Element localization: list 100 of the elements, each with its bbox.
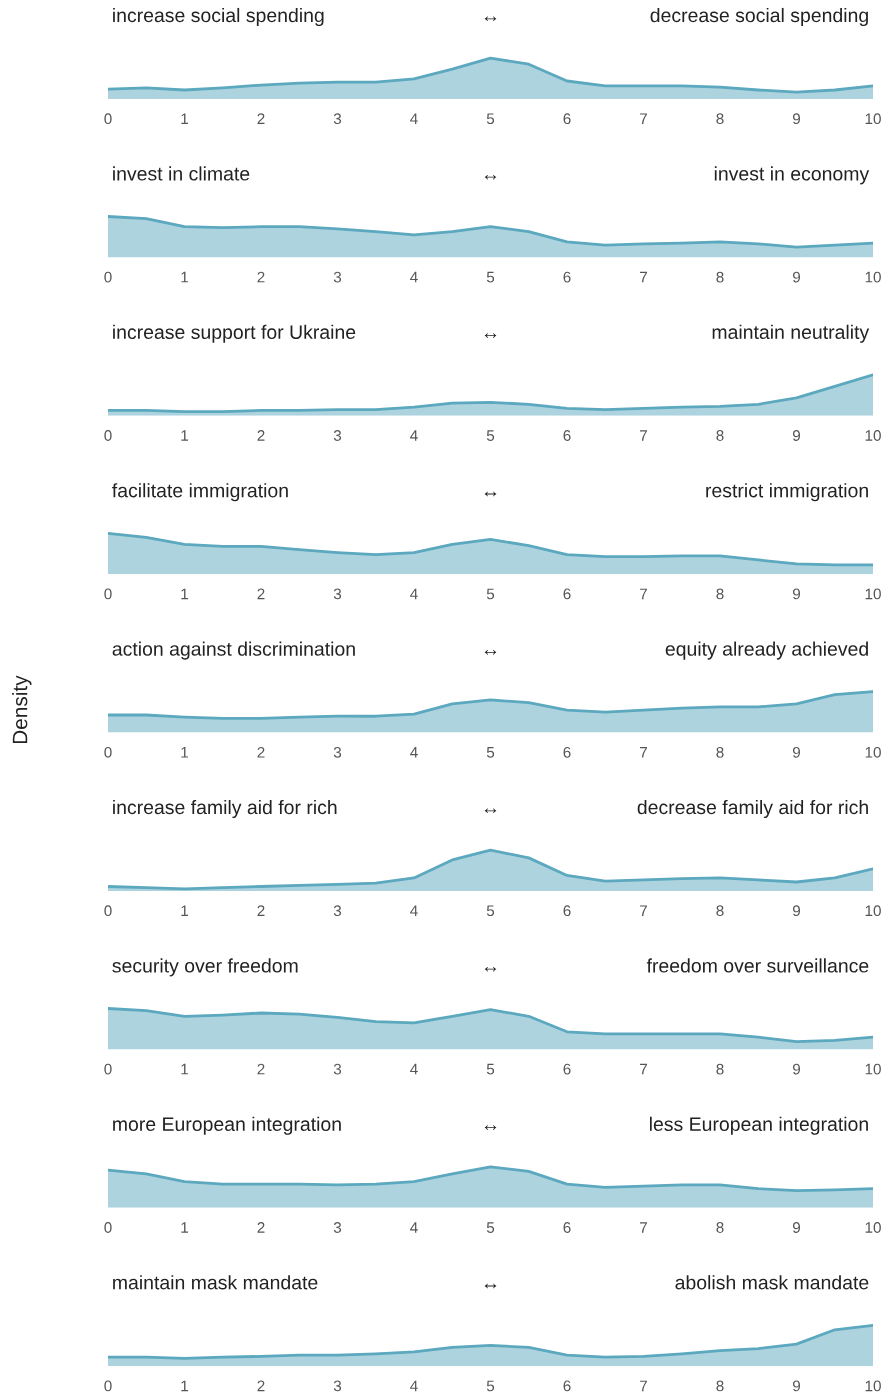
x-tick-label: 5 bbox=[486, 1380, 495, 1392]
y-axis-title: Density bbox=[12, 675, 32, 744]
x-tick-label: 3 bbox=[333, 1222, 342, 1233]
x-tick-label: 5 bbox=[486, 271, 495, 283]
x-tick-label: 9 bbox=[792, 1063, 801, 1075]
x-tick-label: 10 bbox=[865, 1063, 881, 1075]
x-tick-label: 7 bbox=[640, 113, 647, 124]
x-tick-label: 5 bbox=[486, 430, 495, 441]
text: freedom over surveillance bbox=[646, 958, 869, 973]
x-tick-label: 1 bbox=[181, 1222, 188, 1233]
x-tick-label: 1 bbox=[181, 430, 188, 441]
text: increase social spending bbox=[113, 7, 324, 27]
x-tick-label: 0 bbox=[104, 113, 112, 125]
text: invest in climate bbox=[113, 166, 250, 181]
x-tick-label: 8 bbox=[716, 1222, 724, 1233]
x-tick-label: 6 bbox=[563, 1063, 571, 1075]
text: ↔ bbox=[484, 491, 497, 497]
x-tick-label: 10 bbox=[865, 430, 881, 441]
x-tick-label: 10 bbox=[865, 746, 881, 758]
x-tick-label: 9 bbox=[792, 113, 801, 125]
text: equity already achieved bbox=[665, 641, 868, 660]
x-tick-label: 2 bbox=[257, 1222, 265, 1233]
x-tick-label: 1 bbox=[181, 1380, 188, 1392]
text: ↔ bbox=[484, 174, 497, 180]
text: ↔ bbox=[484, 650, 497, 655]
x-tick-label: 1 bbox=[181, 113, 188, 124]
text: maintain mask mandate bbox=[113, 1275, 318, 1290]
x-tick-label: 5 bbox=[486, 113, 495, 125]
x-tick-label: 2 bbox=[257, 905, 265, 916]
x-tick-label: 8 bbox=[716, 1063, 724, 1075]
text: ↔ bbox=[484, 333, 497, 338]
x-tick-label: 4 bbox=[410, 113, 418, 124]
x-tick-label: 8 bbox=[716, 430, 724, 441]
x-tick-label: 5 bbox=[486, 747, 495, 758]
text: facilitate immigration bbox=[112, 483, 288, 502]
x-tick-label: 0 bbox=[104, 430, 112, 441]
x-tick-label: 6 bbox=[563, 1380, 571, 1392]
x-tick-label: 3 bbox=[333, 588, 342, 600]
text: ↔ bbox=[484, 1125, 497, 1130]
x-tick-label: 0 bbox=[104, 1380, 112, 1392]
x-tick-label: 8 bbox=[716, 1380, 724, 1392]
x-tick-label: 8 bbox=[716, 905, 724, 917]
x-tick-label: 2 bbox=[257, 113, 265, 124]
x-tick-label: 6 bbox=[563, 1222, 571, 1233]
x-tick-label: 7 bbox=[640, 430, 647, 441]
x-tick-label: 6 bbox=[563, 905, 571, 917]
x-tick-label: 7 bbox=[640, 271, 647, 283]
x-tick-label: 10 bbox=[865, 113, 881, 125]
x-tick-label: 9 bbox=[792, 271, 801, 283]
x-tick-label: 10 bbox=[865, 271, 881, 283]
text: abolish mask mandate bbox=[675, 1275, 869, 1290]
x-tick-label: 7 bbox=[640, 905, 647, 916]
x-tick-label: 7 bbox=[640, 747, 647, 758]
x-tick-label: 8 bbox=[716, 271, 724, 283]
x-tick-label: 0 bbox=[104, 1063, 112, 1075]
x-tick-label: 9 bbox=[792, 430, 801, 441]
text: increase family aid for rich bbox=[113, 799, 337, 819]
text: more European integration bbox=[113, 1116, 341, 1135]
x-tick-label: 5 bbox=[486, 1063, 495, 1075]
text: security over freedom bbox=[112, 958, 298, 977]
x-tick-label: 0 bbox=[104, 588, 112, 600]
x-tick-label: 9 bbox=[792, 746, 801, 758]
x-tick-label: 4 bbox=[410, 1222, 418, 1233]
x-tick-label: 7 bbox=[640, 588, 647, 600]
text: ↔ bbox=[484, 16, 497, 22]
x-tick-label: 4 bbox=[410, 747, 418, 758]
x-tick-label: 2 bbox=[257, 746, 265, 758]
x-tick-label: 9 bbox=[792, 1222, 801, 1233]
x-tick-label: 6 bbox=[563, 746, 571, 758]
x-tick-label: 4 bbox=[410, 1380, 418, 1392]
x-tick-label: 3 bbox=[333, 430, 342, 441]
text: maintain neutrality bbox=[712, 324, 870, 343]
x-tick-label: 5 bbox=[486, 905, 495, 917]
x-tick-label: 5 bbox=[486, 588, 495, 600]
text: increase support for Ukraine bbox=[113, 324, 356, 343]
x-tick-label: 8 bbox=[716, 588, 724, 600]
x-tick-label: 10 bbox=[865, 1380, 881, 1392]
x-tick-label: 2 bbox=[257, 430, 265, 441]
x-tick-label: 6 bbox=[563, 271, 571, 283]
x-tick-label: 3 bbox=[333, 746, 342, 758]
text: decrease social spending bbox=[650, 7, 868, 27]
x-tick-label: 2 bbox=[257, 1063, 265, 1075]
x-tick-label: 7 bbox=[640, 1063, 647, 1075]
x-tick-label: 4 bbox=[410, 1063, 418, 1075]
x-tick-label: 10 bbox=[865, 588, 881, 600]
x-tick-label: 3 bbox=[333, 1063, 342, 1075]
text: ↔ bbox=[484, 1283, 497, 1289]
x-tick-label: 0 bbox=[104, 271, 112, 283]
x-tick-label: 0 bbox=[104, 1222, 112, 1233]
x-tick-label: 3 bbox=[333, 1380, 342, 1392]
x-tick-label: 9 bbox=[792, 588, 801, 600]
x-tick-label: 8 bbox=[716, 746, 724, 758]
x-tick-label: 1 bbox=[181, 905, 188, 916]
x-tick-label: 1 bbox=[181, 588, 188, 600]
x-tick-label: 2 bbox=[257, 588, 265, 600]
x-tick-label: 1 bbox=[181, 1063, 188, 1075]
text: decrease family aid for rich bbox=[637, 799, 868, 819]
x-tick-label: 4 bbox=[410, 588, 418, 600]
x-tick-label: 3 bbox=[333, 271, 342, 283]
x-tick-label: 0 bbox=[104, 905, 112, 917]
